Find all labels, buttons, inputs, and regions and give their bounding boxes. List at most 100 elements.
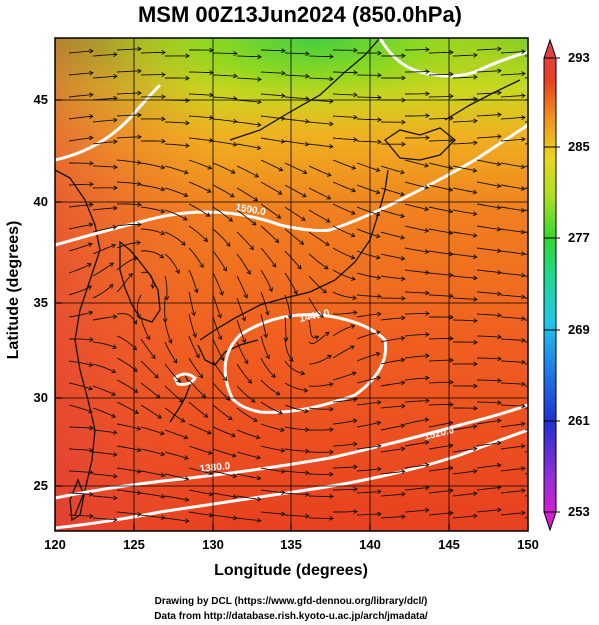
- streamline: [452, 297, 478, 300]
- streamline: [260, 401, 283, 414]
- streamline: [140, 206, 165, 213]
- streamline-arrowhead: [281, 70, 286, 76]
- streamline: [332, 419, 357, 425]
- streamline: [212, 74, 238, 77]
- streamline: [68, 203, 93, 208]
- streamline: [404, 333, 429, 337]
- streamline: [356, 313, 381, 318]
- streamline: [188, 335, 200, 358]
- streamline: [164, 209, 188, 221]
- streamline: [140, 51, 165, 54]
- streamline: [476, 247, 501, 252]
- streamline-arrowhead: [353, 464, 358, 470]
- streamline: [404, 355, 429, 359]
- streamline-arrowhead: [88, 385, 94, 391]
- streamline-arrowhead: [275, 390, 281, 396]
- streamline: [188, 489, 213, 496]
- streamline: [332, 398, 357, 403]
- streamline: [500, 294, 525, 298]
- streamline: [140, 162, 165, 169]
- streamline: [308, 428, 334, 431]
- streamline: [164, 495, 189, 501]
- streamline-arrowhead: [520, 186, 526, 191]
- streamline: [476, 313, 502, 316]
- streamline: [236, 231, 254, 250]
- streamline-arrowhead: [263, 333, 269, 339]
- streamline: [404, 419, 429, 425]
- streamline: [116, 423, 141, 430]
- streamline: [356, 228, 380, 238]
- streamline: [140, 448, 165, 456]
- streamline: [260, 489, 285, 494]
- streamline-arrowhead: [280, 447, 286, 453]
- x-tick-label: 125: [123, 537, 145, 552]
- streamline: [92, 407, 116, 418]
- streamline-arrowhead: [178, 398, 184, 403]
- streamline: [92, 429, 117, 434]
- streamline-arrowhead: [185, 120, 190, 126]
- streamline-arrowhead: [400, 335, 406, 341]
- streamline-arrowhead: [353, 441, 358, 447]
- streamline-arrowhead: [160, 164, 166, 170]
- streamline: [236, 319, 246, 343]
- streamline: [380, 231, 405, 239]
- streamline: [236, 165, 259, 178]
- streamline: [236, 297, 246, 321]
- x-axis-label: Longitude (degrees): [214, 562, 368, 579]
- streamline: [92, 53, 117, 57]
- streamline-arrowhead: [449, 49, 454, 55]
- streamline-arrowhead: [449, 272, 454, 278]
- streamline: [476, 442, 501, 447]
- streamline-arrowhead: [281, 48, 286, 54]
- streamline: [188, 181, 212, 193]
- streamline: [188, 115, 213, 119]
- streamline: [500, 338, 526, 341]
- streamline-arrowhead: [241, 338, 247, 344]
- streamline-arrowhead: [192, 333, 197, 338]
- streamline: [500, 512, 525, 516]
- streamline: [68, 470, 93, 474]
- streamline-arrowhead: [233, 73, 238, 79]
- streamline: [68, 243, 93, 252]
- streamline: [308, 231, 330, 246]
- streamline-arrowhead: [305, 51, 310, 57]
- streamline-arrowhead: [425, 507, 430, 513]
- streamline: [380, 515, 405, 519]
- streamline: [68, 94, 93, 98]
- streamline: [92, 165, 118, 168]
- streamline: [380, 405, 405, 409]
- streamline-arrowhead: [325, 218, 331, 223]
- streamline: [69, 162, 94, 164]
- streamline: [92, 495, 117, 499]
- streamline-arrowhead: [521, 115, 526, 120]
- streamline: [332, 291, 357, 299]
- streamline-arrowhead: [425, 69, 430, 75]
- streamline-arrowhead: [203, 237, 209, 243]
- streamline: [308, 332, 330, 345]
- streamline: [308, 383, 333, 387]
- streamline-arrowhead: [521, 359, 526, 365]
- streamline-arrowhead: [128, 272, 133, 278]
- streamline: [137, 294, 142, 319]
- streamline: [356, 376, 381, 384]
- streamline: [476, 335, 502, 338]
- streamline-arrowhead: [207, 430, 212, 435]
- streamline: [260, 511, 285, 515]
- streamline-arrowhead: [521, 337, 526, 343]
- streamline-arrowhead: [255, 434, 261, 440]
- y-tick-label: 35: [34, 295, 48, 310]
- streamline-arrowhead: [159, 253, 165, 259]
- streamline-arrowhead: [231, 452, 237, 458]
- streamline: [212, 96, 237, 100]
- streamline: [260, 379, 281, 396]
- streamline: [116, 335, 137, 351]
- streamline-arrowhead: [472, 211, 478, 217]
- streamline: [476, 225, 501, 231]
- streamline-arrowhead: [497, 90, 502, 96]
- streamline: [428, 162, 453, 169]
- streamline: [308, 209, 331, 223]
- streamline-arrowhead: [448, 165, 454, 171]
- streamline-arrowhead: [424, 440, 430, 445]
- map-panel: 1380.0 1440.0 1500.0 1520.0: [55, 38, 528, 531]
- streamline-arrowhead: [111, 368, 117, 374]
